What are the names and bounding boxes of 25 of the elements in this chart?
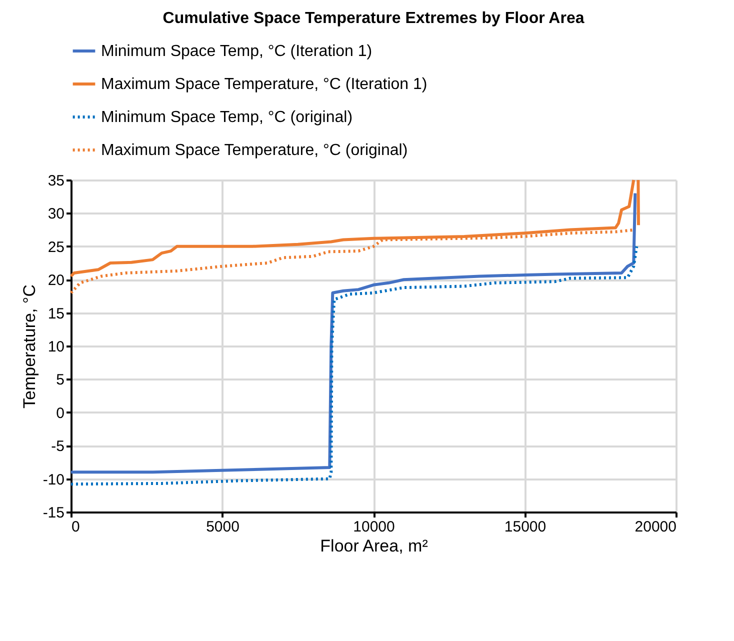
line-series [70,244,638,486]
y-tick-label: 0 [56,404,64,422]
legend-label: Maximum Space Temperature, °C (Iteration 1) [101,76,428,93]
y-tick-label: -15 [42,504,64,522]
legend-label: Minimum Space Temp, °C (original) [101,109,353,126]
x-tick-label: 10000 [353,518,395,536]
y-axis-title: Temperature, °C [20,284,39,408]
y-tick-label: 15 [48,305,64,322]
chart-title: Cumulative Space Temperature Extremes by Floor Area [162,10,584,27]
x-tick-label: 0 [72,518,80,536]
y-tick-label: 35 [48,172,64,190]
line-series [70,192,637,474]
x-tick-label: 20000 [634,518,676,536]
y-tick-label: 25 [48,238,64,256]
x-tick-label: 5000 [206,518,240,536]
x-tick-label: 15000 [504,518,546,536]
y-tick-label: -5 [51,438,64,456]
y-tick-label: 30 [48,206,64,223]
y-tick-label: -10 [42,471,64,488]
x-axis-title: Floor Area, m² [320,536,428,556]
y-tick-label: 20 [48,272,64,290]
legend-label: Maximum Space Temperature, °C (original) [101,142,408,159]
y-tick-label: 10 [48,338,64,356]
legend-label: Minimum Space Temp, °C (Iteration 1) [101,43,372,60]
y-tick-label: 5 [56,372,64,389]
